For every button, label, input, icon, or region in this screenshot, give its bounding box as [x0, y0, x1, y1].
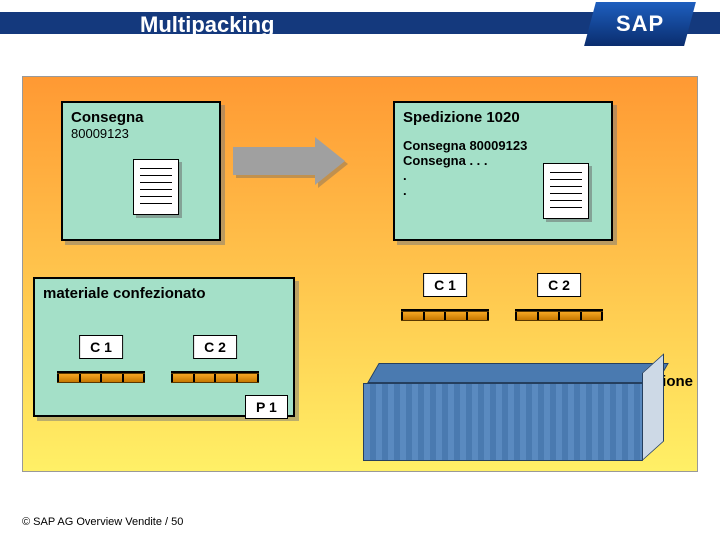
header: Multipacking SAP — [0, 0, 720, 50]
pallet-label-c1: C 1 — [79, 335, 123, 359]
pallet-ship-label-c2: C 2 — [537, 273, 581, 297]
slide-title: Multipacking — [0, 12, 274, 38]
pallet-ship-c2: C 2 — [515, 309, 603, 321]
consegna-box: Consegna 80009123 — [61, 101, 221, 241]
materiale-title: materiale confezionato — [43, 285, 285, 302]
sap-logo: SAP — [584, 2, 696, 46]
pallet-c2: C 2 — [171, 371, 259, 383]
shipping-container-icon — [363, 363, 663, 463]
diagram-canvas: Consegna 80009123 Spedizione 1020 Conseg… — [22, 76, 698, 472]
spedizione-line1: Consegna 80009123 — [403, 138, 603, 153]
consegna-number: 80009123 — [71, 126, 211, 141]
spedizione-box: Spedizione 1020 Consegna 80009123 Conseg… — [393, 101, 613, 241]
pallet-ship-c1: C 1 — [401, 309, 489, 321]
pallet-ship-label-c1: C 1 — [423, 273, 467, 297]
pallet-c1: C 1 — [57, 371, 145, 383]
document-icon — [133, 159, 179, 215]
sap-logo-text: SAP — [616, 11, 664, 37]
arrow-icon — [233, 137, 353, 185]
spedizione-title: Spedizione 1020 — [403, 109, 603, 126]
p1-label: P 1 — [245, 395, 288, 419]
consegna-title: Consegna — [71, 109, 211, 126]
pallet-label-c2: C 2 — [193, 335, 237, 359]
document-icon — [543, 163, 589, 219]
footer-text: © SAP AG Overview Vendite / 50 — [22, 516, 183, 528]
